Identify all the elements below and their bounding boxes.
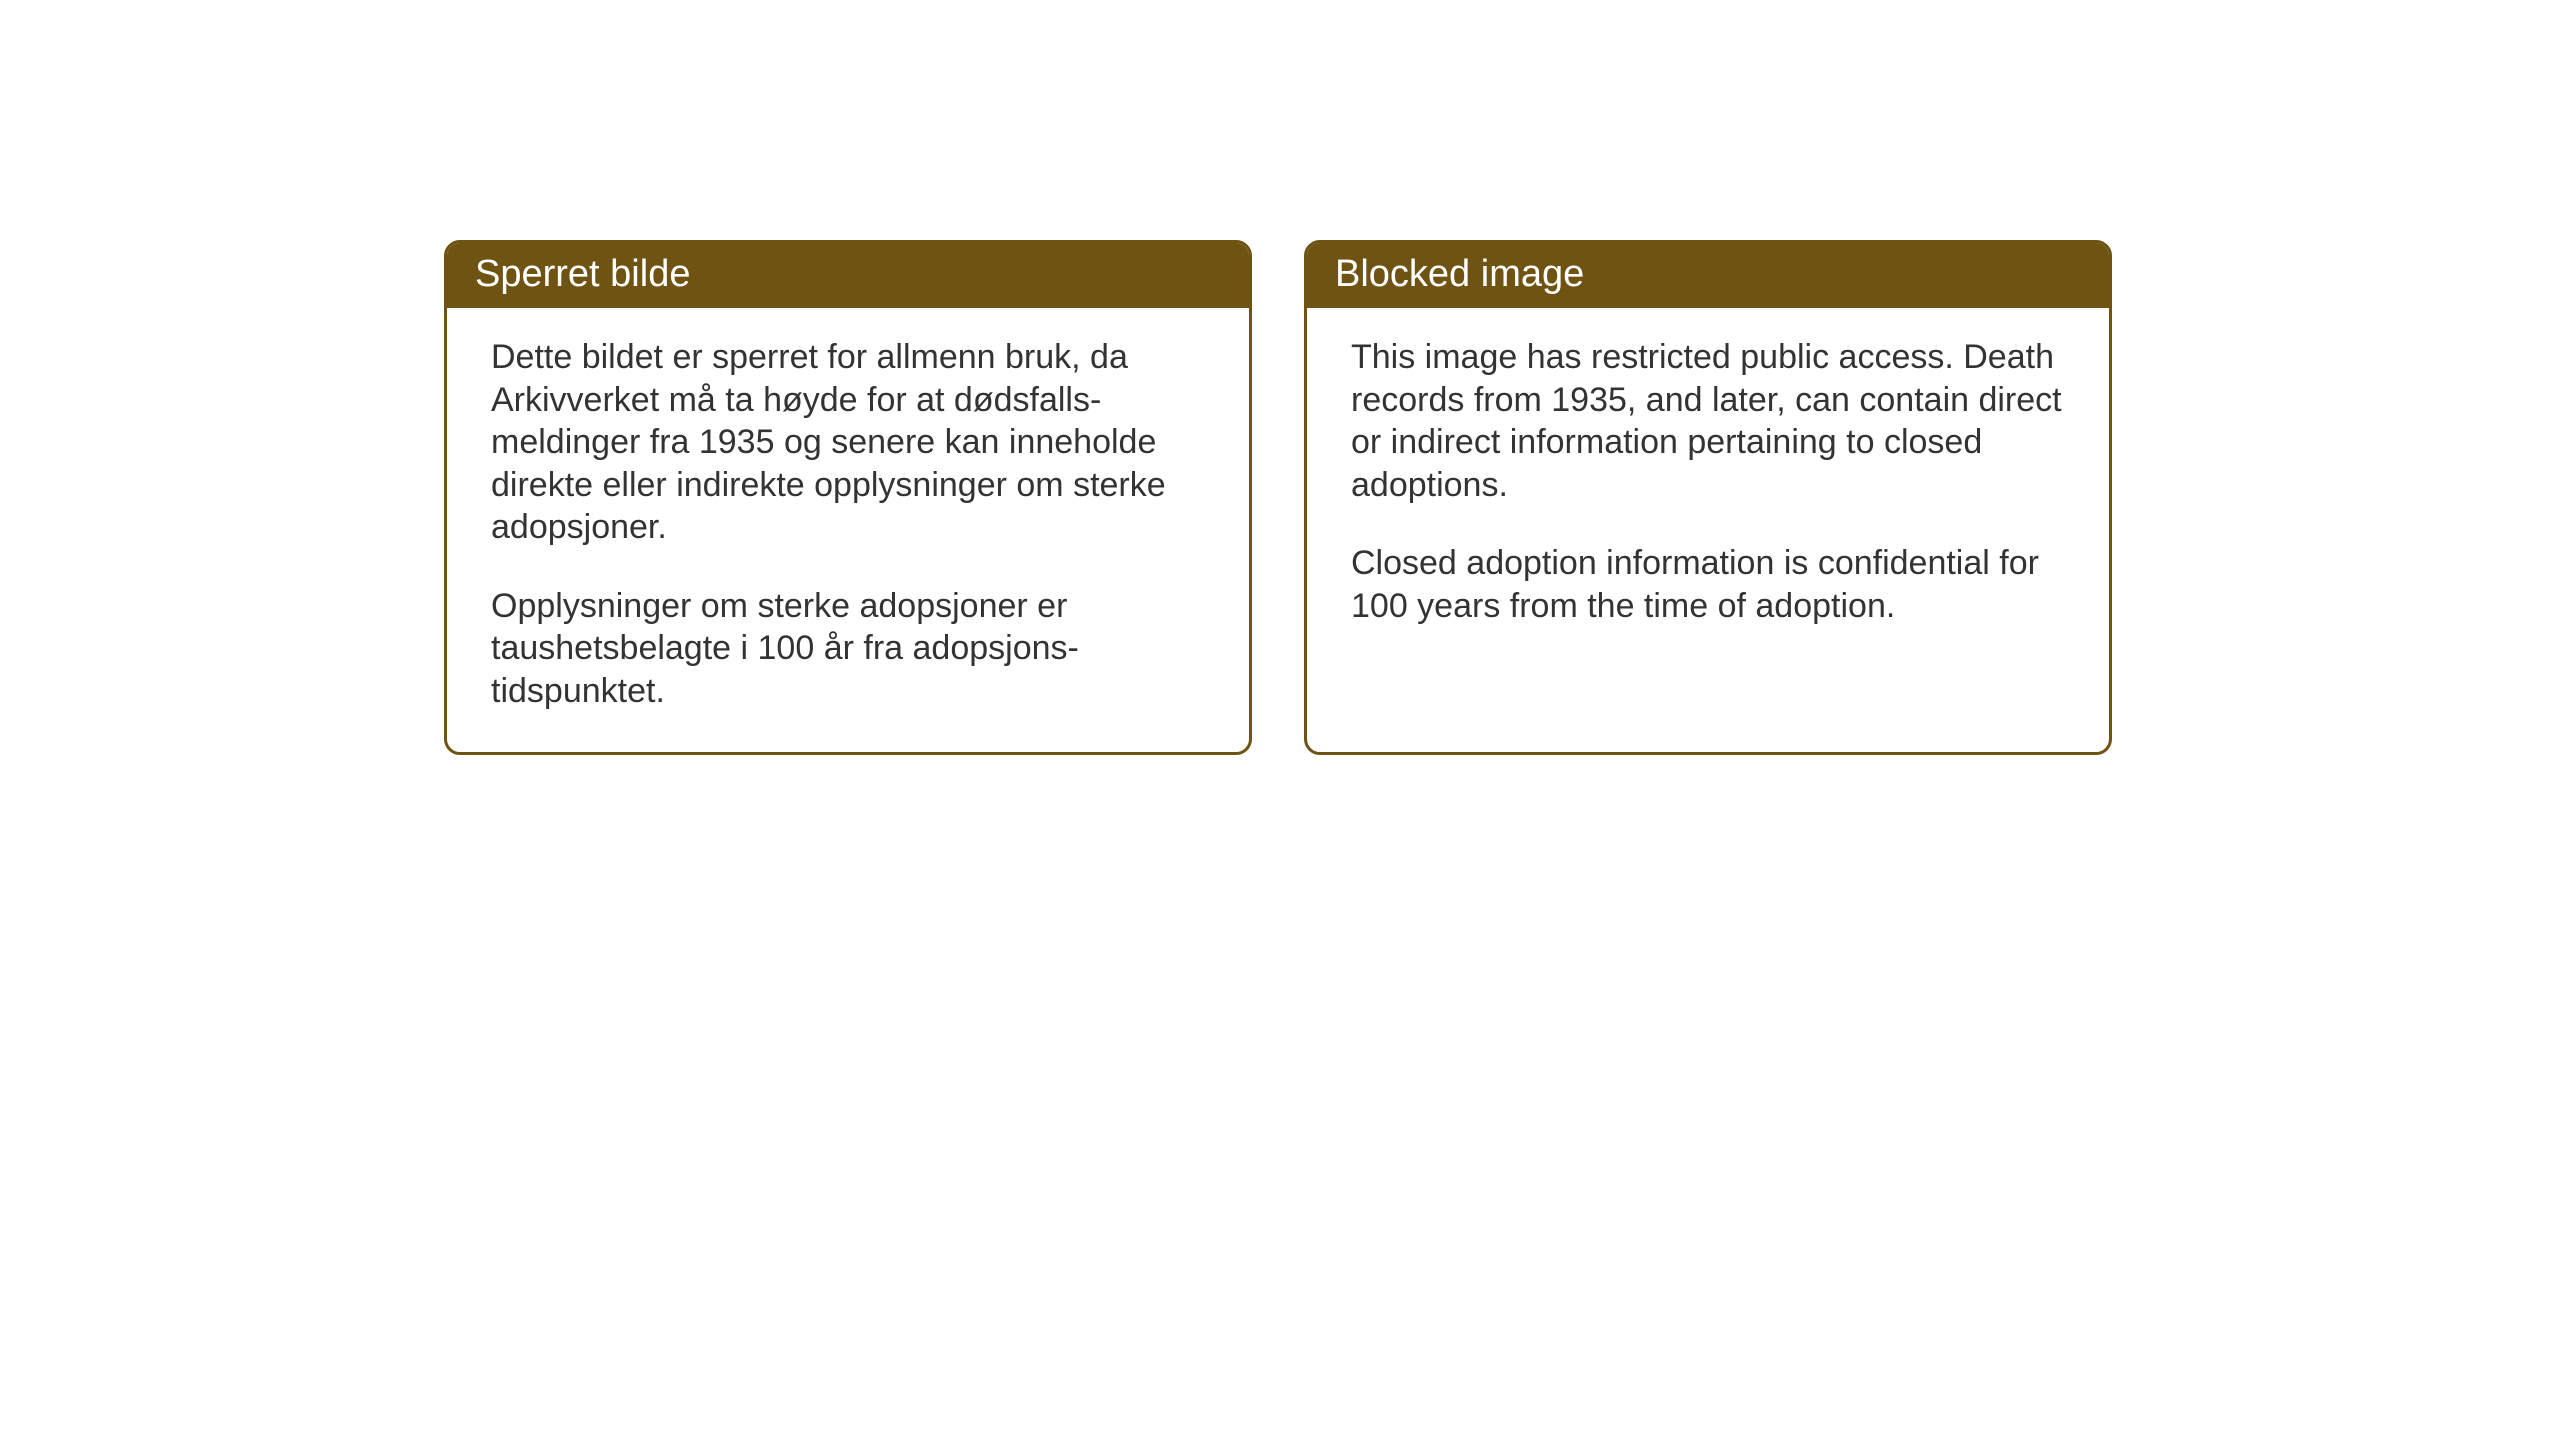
notice-card-english: Blocked image This image has restricted …: [1304, 240, 2112, 755]
card-header-norwegian: Sperret bilde: [447, 243, 1249, 308]
card-paragraph-2-english: Closed adoption information is confident…: [1351, 542, 2065, 627]
notice-card-norwegian: Sperret bilde Dette bildet er sperret fo…: [444, 240, 1252, 755]
card-body-english: This image has restricted public access.…: [1307, 308, 2109, 738]
notice-container: Sperret bilde Dette bildet er sperret fo…: [444, 240, 2112, 755]
card-paragraph-2-norwegian: Opplysninger om sterke adopsjoner er tau…: [491, 585, 1205, 713]
card-paragraph-1-norwegian: Dette bildet er sperret for allmenn bruk…: [491, 336, 1205, 549]
card-title-norwegian: Sperret bilde: [475, 253, 690, 295]
card-header-english: Blocked image: [1307, 243, 2109, 308]
card-body-norwegian: Dette bildet er sperret for allmenn bruk…: [447, 308, 1249, 752]
card-title-english: Blocked image: [1335, 253, 1584, 295]
card-paragraph-1-english: This image has restricted public access.…: [1351, 336, 2065, 506]
